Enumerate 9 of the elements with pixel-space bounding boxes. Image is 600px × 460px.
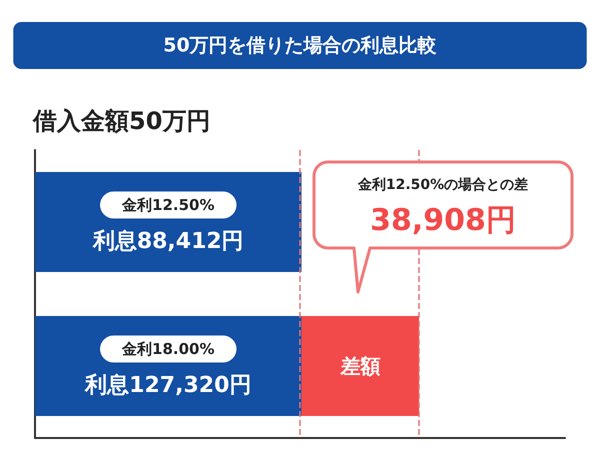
annotation: 金利12.50%の場合との差 [356,176,530,194]
annotation: 38,908円 [369,202,517,240]
total-label: 利息88,412円 [92,229,244,254]
chart-subtitle: 借入金額50万円 [32,107,210,135]
series-label: 差額 [339,354,380,378]
chart-title: 50万円を借りた場合の利息比較 [163,34,438,56]
y-tick-label: 金利12.50% [121,196,215,214]
y-tick-label: 金利18.00% [121,340,215,358]
total-label: 利息127,320円 [84,373,252,398]
